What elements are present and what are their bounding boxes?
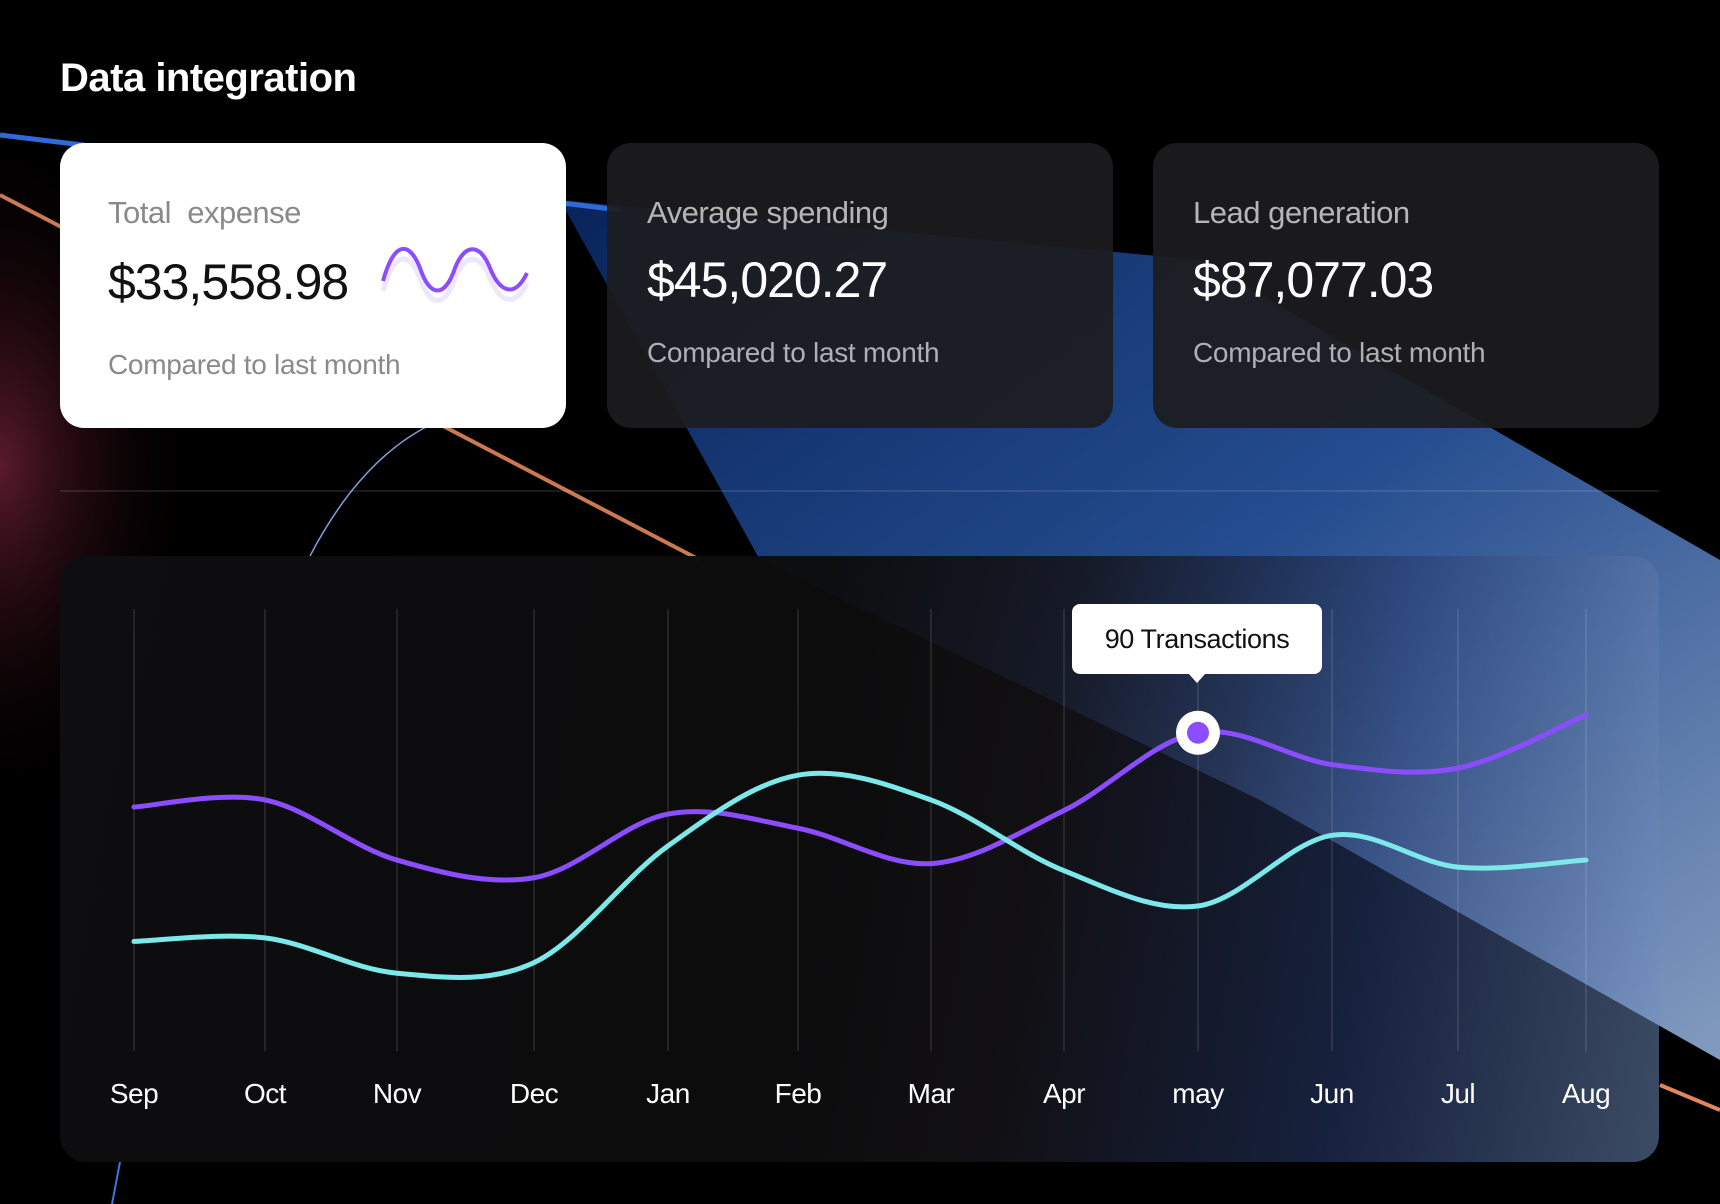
page-title: Data integration <box>60 56 357 100</box>
lead-generation-card[interactable]: Lead generation $87,077.03 Compared to l… <box>1153 143 1659 428</box>
card-value: $45,020.27 <box>647 252 888 308</box>
total-expense-card[interactable]: Total expense $33,558.98 Compared to las… <box>60 143 566 428</box>
x-tick-label: Jun <box>1310 1078 1354 1109</box>
x-tick-label: Sep <box>109 1078 159 1109</box>
x-tick-label: Apr <box>1042 1078 1086 1109</box>
x-tick-label: may <box>1172 1078 1224 1109</box>
card-value: $87,077.03 <box>1193 252 1434 308</box>
x-tick-label: Jul <box>1440 1078 1476 1109</box>
x-tick-label: Jan <box>646 1078 690 1109</box>
divider <box>60 490 1659 492</box>
x-tick-label: Dec <box>509 1078 559 1109</box>
series-line-2 <box>131 770 1589 980</box>
card-compare: Compared to last month <box>647 337 940 368</box>
chart-tooltip: 90 Transactions <box>1072 604 1322 683</box>
chart-panel <box>60 556 1659 1162</box>
x-tick-label: Nov <box>372 1078 422 1109</box>
card-value: $33,558.98 <box>108 254 349 310</box>
series-line-1 <box>131 712 1589 883</box>
card-compare: Compared to last month <box>1193 337 1486 368</box>
wave-sparkline-icon <box>380 247 530 303</box>
card-label: Lead generation <box>1193 195 1410 230</box>
x-tick-label: Aug <box>1561 1078 1611 1109</box>
average-spending-card[interactable]: Average spending $45,020.27 Compared to … <box>607 143 1113 428</box>
x-tick-label: Oct <box>243 1078 287 1109</box>
highlight-point[interactable] <box>1187 721 1209 744</box>
card-label: Average spending <box>647 195 889 230</box>
x-tick-label: Feb <box>774 1078 822 1109</box>
card-label: Total expense <box>108 195 301 230</box>
card-compare: Compared to last month <box>108 349 401 380</box>
x-tick-label: Mar <box>907 1078 955 1109</box>
